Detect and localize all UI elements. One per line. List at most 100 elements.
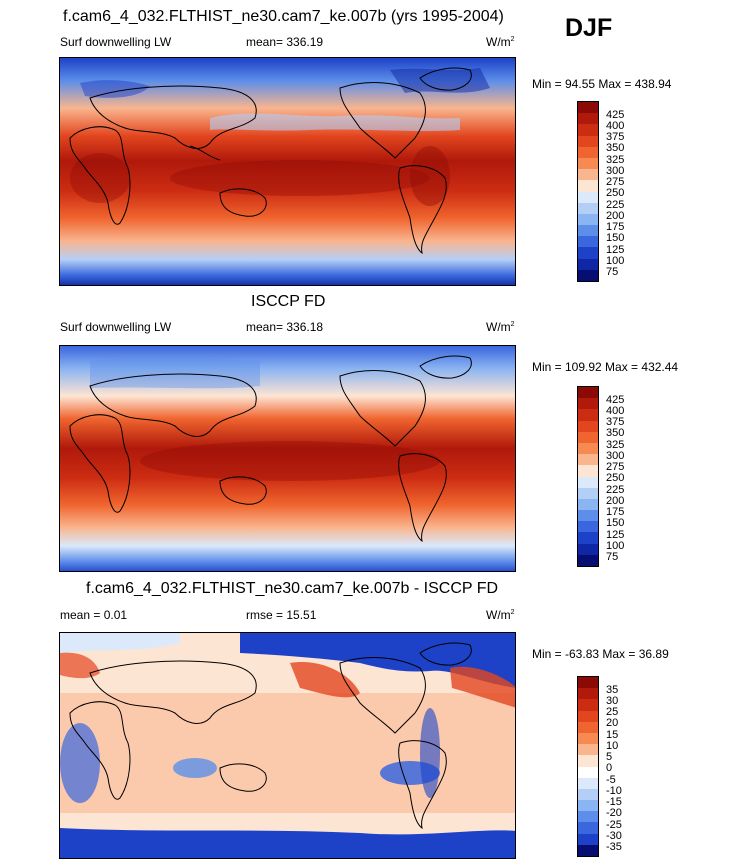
colorbar-swatch — [578, 124, 598, 136]
panel-model-colorbar-tick: 200 — [606, 210, 625, 222]
panel-obs-colorbar-tick: 275 — [606, 461, 625, 473]
panel-diff-colorbar-tick: -25 — [606, 819, 622, 831]
panel-obs-colorbar-tick: 425 — [606, 394, 625, 406]
colorbar-swatch — [578, 744, 598, 756]
panel-diff-colorbar-tick: -20 — [606, 807, 622, 819]
colorbar-swatch — [578, 811, 598, 823]
panel-obs-colorbar-tick: 375 — [606, 416, 625, 428]
panel-obs-colorbar-tick: 100 — [606, 540, 625, 552]
panel-obs-colorbar-tick: 325 — [606, 439, 625, 451]
colorbar-swatch — [578, 213, 598, 226]
colorbar-swatch — [578, 476, 598, 488]
colorbar-swatch — [578, 755, 598, 767]
colorbar-swatch — [578, 465, 598, 477]
season-label: DJF — [565, 14, 613, 42]
panel-obs-variable-label: Surf downwelling LW — [60, 320, 172, 334]
panel-obs-colorbar — [577, 386, 599, 567]
colorbar-swatch — [578, 800, 598, 812]
panel-diff-colorbar-tick: -15 — [606, 796, 622, 808]
panel-obs-colorbar-tick: 200 — [606, 495, 625, 507]
panel-diff-colorbar-tick: -35 — [606, 841, 622, 853]
panel-model-colorbar-tick: 375 — [606, 131, 625, 143]
panel-diff-colorbar-tick: 5 — [606, 751, 613, 763]
panel-obs-colorbar-tick: 150 — [606, 517, 625, 529]
panel-obs-colorbar-tick: 75 — [606, 551, 619, 563]
colorbar-swatch — [578, 554, 598, 566]
colorbar-swatch — [578, 732, 598, 745]
colorbar-swatch — [578, 157, 598, 170]
colorbar-swatch — [578, 169, 598, 181]
panel-diff-minmax-label: Min = -63.83 Max = 36.89 — [532, 647, 669, 661]
colorbar-swatch — [578, 543, 598, 555]
panel-model-variable-label: Surf downwelling LW — [60, 35, 172, 49]
colorbar-swatch — [578, 247, 598, 259]
panel-diff-colorbar-tick: -5 — [606, 774, 616, 786]
colorbar-swatch — [578, 202, 598, 214]
colorbar-swatch — [578, 677, 598, 689]
panel-model-mean-label: mean= 336.19 — [246, 35, 324, 49]
colorbar-swatch — [578, 113, 598, 125]
panel-obs-colorbar-tick: 300 — [606, 450, 625, 462]
panel-diff-colorbar-tick: 25 — [606, 706, 619, 718]
panel-model-colorbar — [577, 101, 599, 282]
colorbar-swatch — [578, 191, 598, 203]
panel-model-colorbar-tick: 400 — [606, 120, 625, 132]
panel-obs-colorbar-tick: 125 — [606, 529, 625, 541]
colorbar-swatch — [578, 498, 598, 511]
panel-diff-colorbar-tick: -10 — [606, 785, 622, 797]
panel-diff-map — [59, 632, 516, 859]
panel-obs-units-label: W/m2 — [486, 320, 515, 334]
panel-diff-colorbar-tick: 0 — [606, 762, 613, 774]
colorbar-swatch — [578, 180, 598, 192]
colorbar-swatch — [578, 532, 598, 544]
colorbar-swatch — [578, 766, 598, 778]
colorbar-swatch — [578, 721, 598, 733]
panel-obs-colorbar-tick: 250 — [606, 472, 625, 484]
panel-obs-colorbar-tick: 350 — [606, 427, 625, 439]
panel-model-minmax-label: Min = 94.55 Max = 438.94 — [532, 77, 672, 91]
colorbar-swatch — [578, 442, 598, 455]
colorbar-swatch — [578, 699, 598, 711]
colorbar-swatch — [578, 387, 598, 399]
colorbar-swatch — [578, 225, 598, 237]
colorbar-swatch — [578, 788, 598, 801]
colorbar-swatch — [578, 688, 598, 700]
colorbar-swatch — [578, 398, 598, 410]
colorbar-swatch — [578, 777, 598, 789]
panel-diff-colorbar — [577, 676, 599, 857]
panel-diff-colorbar-tick: 15 — [606, 729, 619, 741]
panel-obs-title: ISCCP FD — [251, 293, 326, 310]
colorbar-swatch — [578, 146, 598, 158]
panel-diff-colorbar-tick: 20 — [606, 717, 619, 729]
colorbar-swatch — [578, 710, 598, 722]
panel-model-map — [59, 57, 516, 286]
colorbar-swatch — [578, 833, 598, 845]
panel-diff-units-label: W/m2 — [486, 608, 515, 622]
panel-model-colorbar-tick: 350 — [606, 142, 625, 154]
colorbar-swatch — [578, 409, 598, 421]
colorbar-swatch — [578, 487, 598, 499]
panel-model-colorbar-tick: 75 — [606, 266, 619, 278]
colorbar-swatch — [578, 521, 598, 533]
panel-diff-colorbar-tick: 10 — [606, 740, 619, 752]
panel-model-colorbar-tick: 275 — [606, 176, 625, 188]
colorbar-swatch — [578, 431, 598, 443]
panel-diff-mean-label: mean = 0.01 — [60, 608, 128, 622]
panel-diff-colorbar-tick: 30 — [606, 695, 619, 707]
colorbar-swatch — [578, 844, 598, 856]
panel-obs-minmax-label: Min = 109.92 Max = 432.44 — [532, 360, 679, 374]
panel-model-colorbar-tick: 325 — [606, 154, 625, 166]
panel-obs-colorbar-tick: 400 — [606, 405, 625, 417]
panel-diff-colorbar-tick: 35 — [606, 684, 619, 696]
panel-diff-rmse-label: rmse = 15.51 — [246, 608, 317, 622]
colorbar-swatch — [578, 258, 598, 270]
panel-diff-colorbar-tick: -30 — [606, 830, 622, 842]
panel-model-colorbar-tick: 425 — [606, 109, 625, 121]
panel-model-colorbar-tick: 150 — [606, 232, 625, 244]
panel-model-title: f.cam6_4_032.FLTHIST_ne30.cam7_ke.007b (… — [63, 8, 504, 25]
colorbar-swatch — [578, 822, 598, 834]
panel-obs-map — [59, 345, 516, 572]
panel-obs-colorbar-tick: 225 — [606, 484, 625, 496]
panel-model-colorbar-tick: 175 — [606, 221, 625, 233]
panel-diff-title: f.cam6_4_032.FLTHIST_ne30.cam7_ke.007b -… — [86, 580, 499, 597]
